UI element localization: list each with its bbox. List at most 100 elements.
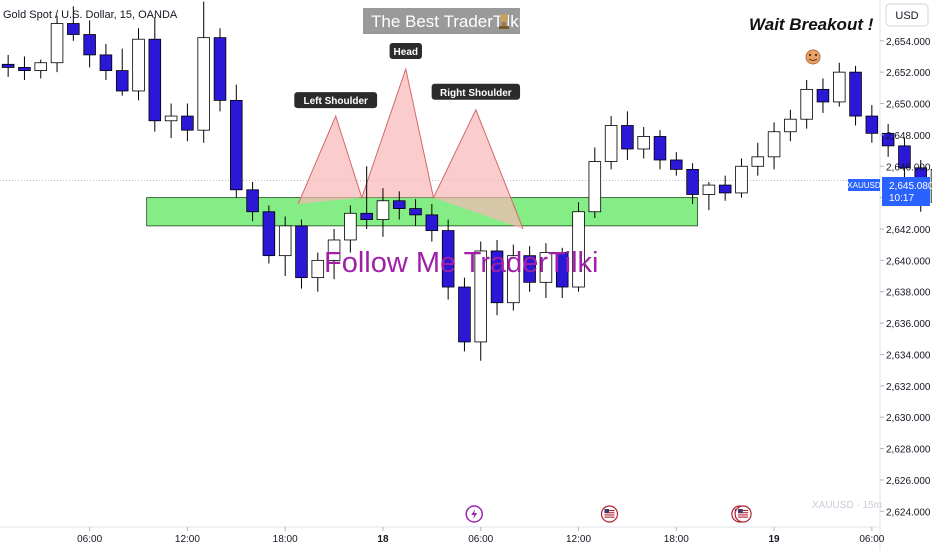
currency-button[interactable]: USD	[885, 3, 929, 27]
candle	[572, 202, 585, 292]
y-tick-label: 2,640.000	[886, 256, 931, 267]
candle-body-down	[1, 63, 15, 68]
y-tick-label: 2,642.000	[886, 225, 931, 236]
x-tick-label: 12:00	[175, 534, 200, 545]
candle-body-up	[702, 184, 716, 195]
candle-body-down	[670, 159, 683, 170]
candle-body-down	[295, 225, 308, 279]
candle-body-down	[409, 208, 422, 216]
us-flag-event-icon-stripe	[738, 512, 749, 514]
us-flag-event-icon[interactable]	[734, 505, 752, 523]
candle-body-down	[181, 115, 194, 131]
candle	[800, 79, 813, 129]
candle	[148, 17, 162, 132]
small-watermark: XAUUSD · 15m	[812, 500, 882, 511]
candle-body-up	[637, 136, 650, 150]
left-shoulder-label-text: Left Shoulder	[303, 96, 368, 107]
candle	[686, 163, 699, 204]
candle-body-down	[621, 125, 634, 150]
candle-body-down	[816, 89, 830, 103]
y-tick-label: 2,636.000	[886, 319, 931, 330]
right-shoulder-label-text: Right Shoulder	[440, 88, 512, 99]
candle-body-up	[507, 255, 520, 304]
y-tick-label: 2,650.000	[886, 100, 931, 111]
candle	[164, 103, 178, 139]
candle	[99, 43, 113, 80]
y-tick-label: 2,652.000	[886, 68, 931, 79]
trophy-icon	[499, 14, 509, 29]
candle-body-down	[898, 145, 911, 169]
candle	[523, 246, 536, 292]
x-tick-label: 18	[377, 534, 389, 545]
candle	[490, 239, 504, 316]
candle	[702, 181, 716, 211]
candle	[458, 277, 471, 352]
head-area	[361, 69, 434, 198]
candle	[50, 15, 64, 73]
candle-body-down	[425, 214, 439, 231]
candle	[83, 20, 96, 68]
candle-body-down	[458, 286, 471, 343]
candle	[670, 152, 683, 176]
candle-body-down	[99, 54, 113, 71]
candle	[360, 166, 373, 229]
candle-body-down	[392, 200, 406, 210]
candle	[653, 130, 667, 170]
us-flag-event-icon-stripe	[738, 510, 749, 512]
candle-body-down	[441, 230, 455, 288]
candle-body-up	[344, 212, 357, 241]
candle	[327, 228, 341, 280]
right-shoulder-label-bg	[431, 83, 521, 100]
y-tick-label: 2,632.000	[886, 382, 931, 393]
candle-body-up	[832, 71, 846, 103]
candle-body-up	[767, 131, 781, 158]
candle	[67, 6, 80, 41]
head-label-text: Head	[394, 47, 418, 58]
support-zone[interactable]	[146, 197, 698, 227]
us-flag-event-icon[interactable]	[600, 505, 619, 523]
left-shoulder-label-bg	[294, 92, 378, 109]
banner: The Best TraderTilki	[363, 8, 522, 34]
candle-body-up	[34, 62, 48, 71]
candle-body-down	[213, 37, 227, 101]
candle-body-down	[865, 115, 879, 134]
us-flag-event-icon-canton	[738, 509, 743, 513]
banner-text: The Best TraderTilki	[371, 12, 522, 31]
candle	[409, 199, 422, 226]
candle-body-up	[376, 200, 390, 220]
candle	[344, 205, 357, 253]
candle	[376, 188, 390, 237]
candle	[751, 142, 765, 176]
candle-body-down	[262, 211, 276, 257]
y-tick-label: 2,630.000	[886, 413, 931, 424]
price-tag-countdown: 10:17	[889, 193, 914, 204]
candle-body-down	[230, 99, 243, 191]
candle-body-down	[881, 132, 895, 147]
pattern-outline[interactable]	[297, 67, 524, 230]
y-tick-label: 2,624.000	[886, 507, 931, 518]
candle	[213, 28, 227, 112]
candle	[767, 122, 781, 170]
candle	[865, 105, 879, 143]
candle-body-down	[148, 38, 162, 122]
us-flag-event-icon-stripe	[604, 510, 615, 512]
candle	[441, 219, 455, 300]
candle-body-up	[539, 252, 553, 283]
candle	[898, 138, 911, 179]
candle-body-down	[83, 34, 96, 56]
left-shoulder-label: Left Shoulder	[294, 92, 378, 109]
us-flag-event-icon-stripe	[604, 512, 615, 514]
lightning-event-icon[interactable]	[465, 505, 483, 523]
candle-body-up	[604, 125, 618, 162]
candle	[474, 241, 488, 361]
candle-body-up	[572, 211, 585, 288]
currency-label: USD	[895, 10, 918, 22]
candle-body-up	[751, 156, 765, 167]
candle	[735, 158, 748, 198]
us-flag-event-icon-stripe	[604, 514, 615, 516]
candle	[278, 216, 292, 277]
candle-body-up	[474, 250, 488, 343]
y-tick-label: 2,648.000	[886, 131, 931, 142]
